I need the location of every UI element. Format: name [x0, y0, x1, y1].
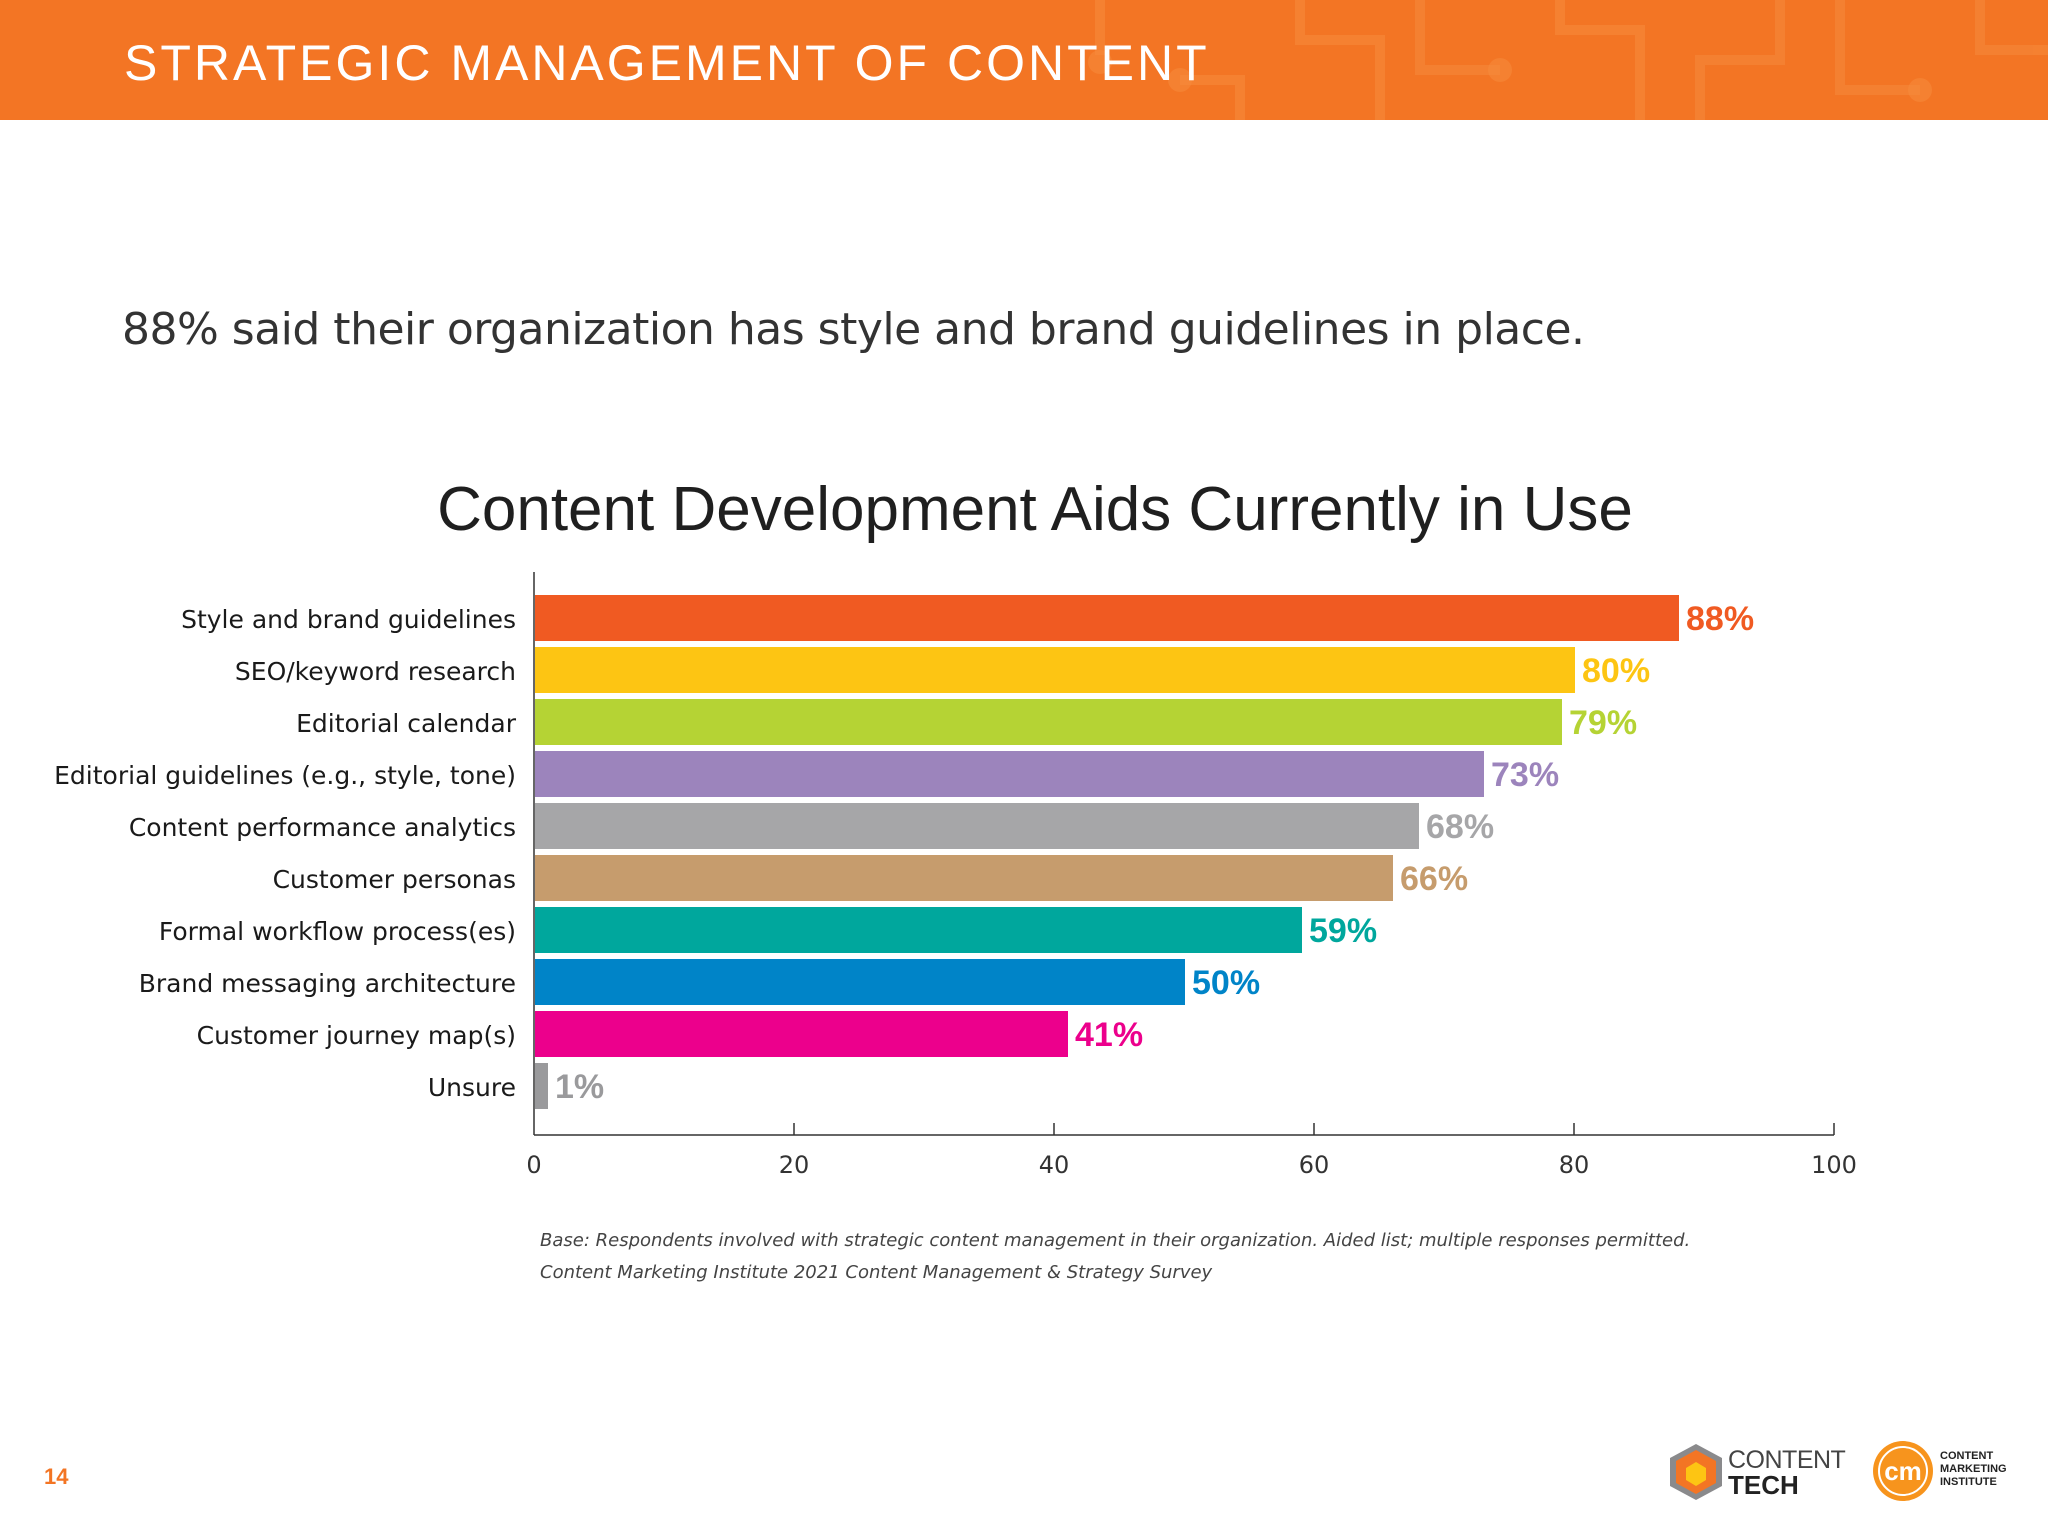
chart-base-note: Base: Respondents involved with strategi…: [540, 1230, 1691, 1251]
cmi-logo-text-line-2: MARKETING: [1940, 1463, 2007, 1475]
category-label-2: SEO/keyword research: [235, 657, 516, 686]
x-tick-label: 60: [1299, 1151, 1330, 1179]
category-label-4: Editorial guidelines (e.g., style, tone): [54, 761, 516, 790]
value-label-10: 1%: [555, 1068, 604, 1106]
content-tech-logo-text: CONTENT: [1728, 1446, 1846, 1474]
x-tick-label: 100: [1811, 1151, 1857, 1179]
x-tick-label: 80: [1559, 1151, 1590, 1179]
content-tech-logo-icon: [1670, 1444, 1722, 1500]
category-label-7: Formal workflow process(es): [159, 917, 516, 946]
cmi-logo-icon: cm: [1873, 1441, 1933, 1501]
category-label-10: Unsure: [428, 1073, 516, 1102]
value-label-7: 59%: [1309, 912, 1377, 950]
value-label-3: 79%: [1569, 704, 1637, 742]
header-bar: STRATEGIC MANAGEMENT OF CONTENT: [0, 0, 2048, 120]
category-label-9: Customer journey map(s): [197, 1021, 516, 1050]
category-label-8: Brand messaging architecture: [139, 969, 516, 998]
value-label-5: 68%: [1426, 808, 1494, 846]
bar-7: [535, 907, 1302, 953]
category-label-1: Style and brand guidelines: [181, 605, 516, 634]
value-label-2: 80%: [1582, 652, 1650, 690]
value-label-8: 50%: [1192, 964, 1260, 1002]
chart-title: Content Development Aids Currently in Us…: [437, 475, 1633, 544]
cmi-logo-mark: cm: [1884, 1456, 1922, 1486]
value-label-4: 73%: [1491, 756, 1559, 794]
value-label-9: 41%: [1075, 1016, 1143, 1054]
category-label-3: Editorial calendar: [296, 709, 517, 738]
category-label-6: Customer personas: [273, 865, 516, 894]
circuit-pattern-decoration: [1088, 0, 2048, 120]
bar-3: [535, 699, 1562, 745]
bar-5: [535, 803, 1419, 849]
page-section-title: STRATEGIC MANAGEMENT OF CONTENT: [124, 35, 1210, 91]
value-label-1: 88%: [1686, 600, 1754, 638]
content-tech-logo-text-bold: TECH: [1728, 1470, 1799, 1500]
bar-1: [535, 595, 1679, 641]
bar-2: [535, 647, 1575, 693]
x-tick-label: 20: [779, 1151, 810, 1179]
x-tick-label: 40: [1039, 1151, 1070, 1179]
bar-6: [535, 855, 1393, 901]
cmi-logo-text-line-3: INSTITUTE: [1940, 1476, 1997, 1488]
bar-8: [535, 959, 1185, 1005]
bar-9: [535, 1011, 1068, 1057]
value-label-6: 66%: [1400, 860, 1468, 898]
chart-source-note: Content Marketing Institute 2021 Content…: [540, 1262, 1213, 1283]
bar-4: [535, 751, 1484, 797]
page-number: 14: [44, 1464, 69, 1489]
bar-10: [535, 1063, 548, 1109]
cmi-logo-text-line-1: CONTENT: [1940, 1450, 1994, 1462]
x-tick-label: 0: [526, 1151, 541, 1179]
key-finding-text: 88% said their organization has style an…: [122, 304, 1585, 355]
bar-chart: Style and brand guidelines 88% SEO/keyword…: [54, 572, 1857, 1179]
category-label-5: Content performance analytics: [129, 813, 516, 842]
